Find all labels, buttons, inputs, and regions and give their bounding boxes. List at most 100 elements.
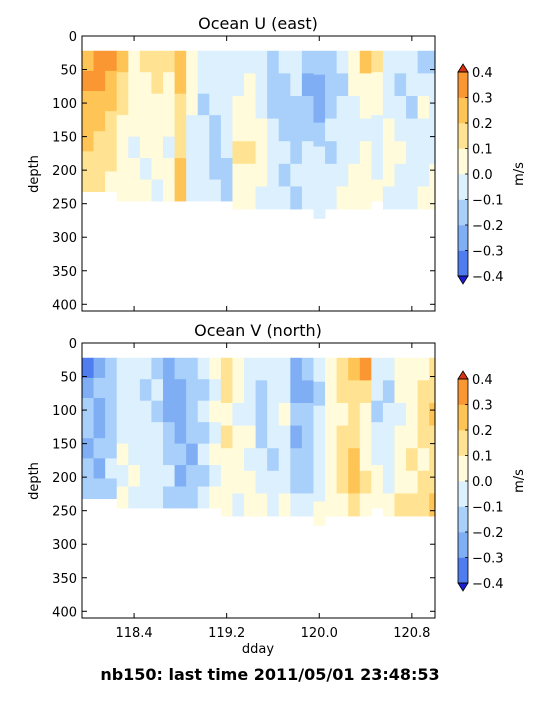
heatmap-cell: [209, 379, 222, 402]
heatmap-cell: [186, 443, 199, 466]
heatmap-cell: [105, 70, 118, 92]
colorbar-band: [458, 123, 468, 149]
heatmap-cell: [220, 179, 233, 202]
heatmap-cell: [301, 186, 314, 210]
heatmap-cell: [128, 422, 141, 445]
heatmap-cell: [82, 50, 94, 72]
colorbar-band: [458, 404, 468, 431]
heatmap-cell: [186, 93, 199, 116]
colorbar-tick-label: −0.2: [472, 526, 504, 541]
heatmap-cell: [348, 50, 361, 74]
heatmap-cell: [93, 171, 106, 193]
heatmap-cell: [105, 111, 118, 132]
ocean-v-xlabel: dday: [242, 642, 274, 657]
heatmap-cell: [197, 357, 210, 380]
heatmap-cell: [267, 73, 280, 97]
heatmap-cell: [406, 50, 419, 74]
heatmap-cell: [371, 50, 384, 73]
heatmap-cell: [417, 357, 430, 381]
heatmap-cell: [232, 118, 245, 142]
heatmap-cell: [255, 470, 268, 494]
heatmap-cell: [186, 357, 199, 380]
heatmap-cell: [163, 422, 175, 445]
heatmap-cell: [348, 425, 361, 449]
heatmap-cell: [128, 50, 141, 73]
heatmap-cell: [267, 470, 280, 494]
heatmap-cell: [406, 470, 419, 494]
heatmap-cell: [429, 357, 436, 381]
heatmap-cell: [116, 136, 129, 159]
heatmap-cell: [255, 380, 268, 404]
heatmap-cell: [197, 486, 210, 509]
ocean-u-colorbar: m/s −0.4 −0.3 −0.2 −0.1 0.0 0.1 0.2 0.3 0.4: [457, 63, 527, 285]
heatmap-cell: [255, 402, 268, 426]
colorbar-over-arrow: [457, 63, 469, 73]
heatmap-cell: [336, 141, 349, 165]
heatmap-cell: [244, 402, 256, 426]
heatmap-cell: [301, 95, 314, 119]
heatmap-cell: [417, 470, 430, 494]
heatmap-cell: [174, 136, 187, 159]
heatmap-cell: [417, 186, 430, 210]
heatmap-cell: [278, 50, 291, 74]
heatmap-cell: [325, 470, 338, 494]
heatmap-cell: [128, 486, 141, 509]
ocean-u-heatmap: [82, 50, 436, 219]
heatmap-cell: [359, 448, 372, 472]
heatmap-cell: [151, 400, 164, 423]
heatmap-cell: [382, 141, 395, 165]
heatmap-cell: [209, 465, 222, 487]
heatmap-cell: [359, 357, 372, 381]
heatmap-cell: [197, 158, 210, 180]
heatmap-cell: [244, 163, 256, 187]
heatmap-cell: [313, 98, 326, 124]
heatmap-cell: [255, 357, 268, 381]
heatmap-cell: [232, 493, 245, 517]
heatmap-cell: [209, 422, 222, 445]
colorbar-tick-label: −0.4: [472, 270, 504, 285]
heatmap-cell: [163, 486, 175, 509]
heatmap-cell: [382, 73, 395, 97]
heatmap-cell: [394, 493, 407, 517]
heatmap-cell: [336, 118, 349, 142]
y-tick-label: 400: [52, 298, 77, 313]
colorbar-tick-label: 0.2: [472, 424, 493, 439]
heatmap-cell: [382, 163, 395, 187]
heatmap-cell: [255, 493, 268, 517]
heatmap-cell: [336, 493, 349, 517]
heatmap-cell: [151, 115, 164, 138]
heatmap-cell: [267, 163, 280, 187]
heatmap-cell: [151, 179, 164, 202]
heatmap-cell: [139, 443, 152, 466]
heatmap-cell: [163, 357, 175, 380]
heatmap-cell: [232, 380, 245, 404]
y-tick-label: 100: [52, 97, 77, 112]
colorbar-tick-label: −0.4: [472, 577, 504, 592]
heatmap-cell: [348, 380, 361, 404]
heatmap-cell: [267, 141, 280, 165]
heatmap-cell: [267, 448, 280, 472]
heatmap-cell: [197, 93, 210, 116]
heatmap-cell: [406, 380, 419, 404]
colorbar-tick-label: −0.3: [472, 245, 504, 260]
heatmap-cell: [278, 402, 291, 426]
heatmap-cell: [186, 115, 199, 138]
y-tick-label: 300: [52, 231, 77, 246]
heatmap-cell: [82, 111, 94, 132]
colorbar-band: [458, 557, 468, 584]
heatmap-cell: [348, 357, 361, 381]
heatmap-cell: [128, 443, 141, 466]
heatmap-cell: [278, 448, 291, 472]
heatmap-cell: [359, 470, 372, 494]
heatmap-cell: [406, 163, 419, 187]
colorbar-band: [458, 481, 468, 507]
heatmap-cell: [394, 425, 407, 449]
colorbar-tick-label: 0.1: [472, 450, 493, 465]
ocean-v-colorbar-unit: m/s: [512, 469, 527, 493]
heatmap-cell: [174, 50, 187, 73]
heatmap-cell: [313, 194, 326, 219]
heatmap-cell: [394, 448, 407, 472]
heatmap-cell: [163, 136, 175, 159]
heatmap-cell: [394, 95, 407, 119]
ocean-v-panel: Ocean V (north) depth dday 0 50 100 150 200 2…: [27, 321, 436, 657]
